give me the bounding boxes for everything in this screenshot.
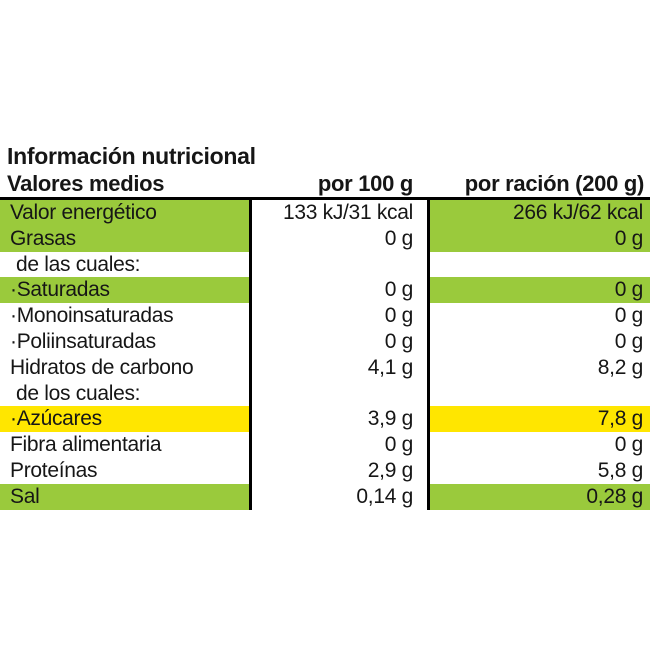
table-row: Valor energético 133 kJ/31 kcal 266 kJ/62 … xyxy=(0,200,650,226)
column-header-por-racion-200g: por ración (200 g) xyxy=(464,171,645,196)
table-row: Proteínas 2,9 g 5,8 g xyxy=(0,457,650,484)
row-label: Proteínas xyxy=(10,458,98,482)
value-per-racion: 5,8 g xyxy=(427,457,650,484)
table-row: de los cuales: xyxy=(0,380,650,407)
row-label: de los cuales: xyxy=(16,381,141,405)
row-label: Grasas xyxy=(0,225,249,252)
value-per-100g xyxy=(249,251,427,278)
column-header-valores-medios: Valores medios xyxy=(7,171,165,196)
row-label: ·Saturadas xyxy=(0,277,249,304)
table-row: Hidratos de carbono 4,1 g 8,2 g xyxy=(0,354,650,381)
value-per-racion: 0 g xyxy=(427,432,650,458)
value-per-racion: 0 g xyxy=(427,277,650,304)
page-title: Información nutricional xyxy=(7,143,256,169)
value-per-100g: 0 g xyxy=(249,225,427,252)
value-per-100g: 133 kJ/31 kcal xyxy=(249,200,427,226)
value-per-100g: 0 g xyxy=(249,432,427,458)
nutrition-table-body: Valor energético 133 kJ/31 kcal 266 kJ/62 … xyxy=(0,200,650,510)
row-label: ·Monoinsaturadas xyxy=(10,304,174,328)
value-per-racion: 7,8 g xyxy=(427,406,650,433)
row-label: de las cuales: xyxy=(16,252,141,276)
row-label: Sal xyxy=(0,483,249,510)
value-per-100g: 0 g xyxy=(249,328,427,355)
value-per-100g: 0 g xyxy=(249,303,427,329)
value-per-100g xyxy=(249,380,427,407)
column-header-por-100g: por 100 g xyxy=(317,171,413,196)
header-divider-rule xyxy=(0,197,650,200)
row-label: Valor energético xyxy=(0,200,249,226)
row-label: Hidratos de carbono xyxy=(10,355,194,379)
value-per-racion: 0 g xyxy=(427,225,650,252)
value-per-racion: 0,28 g xyxy=(427,483,650,510)
value-per-racion: 8,2 g xyxy=(427,354,650,381)
value-per-100g: 0 g xyxy=(249,277,427,304)
value-per-100g: 2,9 g xyxy=(249,457,427,484)
table-row: ·Azúcares 3,9 g 7,8 g xyxy=(0,406,650,433)
value-per-100g: 3,9 g xyxy=(249,406,427,433)
value-per-100g: 0,14 g xyxy=(249,483,427,510)
value-per-racion: 0 g xyxy=(427,328,650,355)
value-per-racion: 266 kJ/62 kcal xyxy=(427,200,650,226)
table-row: de las cuales: xyxy=(0,251,650,278)
value-per-100g: 4,1 g xyxy=(249,354,427,381)
value-per-racion xyxy=(427,251,650,278)
table-header: Valores medios por 100 g por ración (200… xyxy=(0,172,650,196)
value-per-racion: 0 g xyxy=(427,303,650,329)
value-per-racion xyxy=(427,380,650,407)
row-label: ·Poliinsaturadas xyxy=(10,329,156,353)
row-label: Fibra alimentaria xyxy=(10,433,162,457)
table-row: Sal 0,14 g 0,28 g xyxy=(0,483,650,510)
row-label: ·Azúcares xyxy=(0,406,249,433)
